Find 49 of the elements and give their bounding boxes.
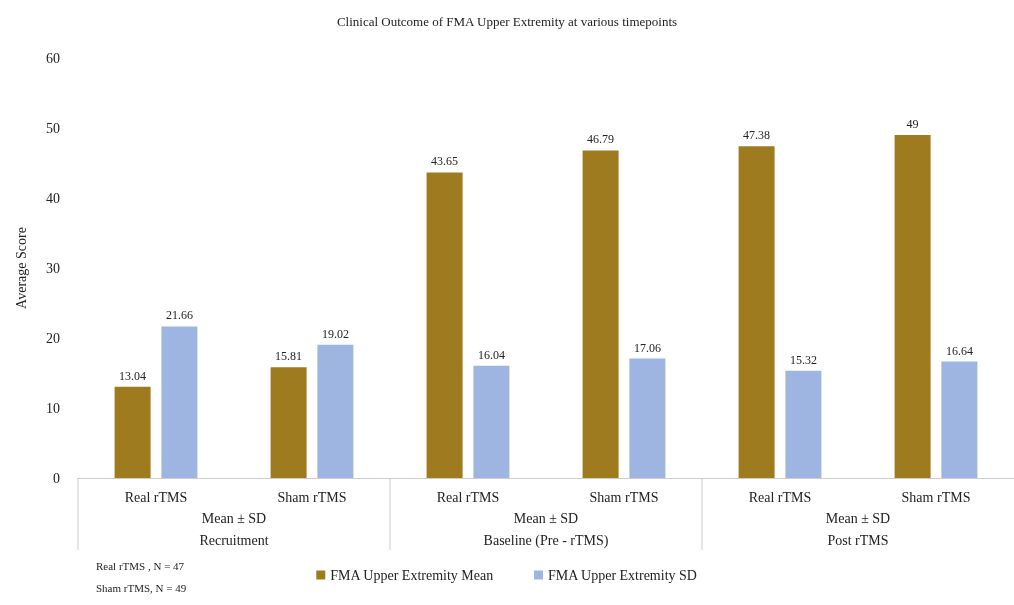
data-label: 16.64 <box>945 343 973 358</box>
y-tick-label: 50 <box>46 120 60 136</box>
data-label: 43.65 <box>431 154 459 169</box>
data-label: 15.81 <box>275 349 303 364</box>
bar <box>941 361 978 478</box>
x-tick-label: Sham rTMS <box>277 489 347 505</box>
legend-label: FMA Upper Extremity Mean <box>330 567 494 583</box>
bar <box>114 386 151 478</box>
data-label: 21.66 <box>165 308 193 323</box>
bar <box>317 344 354 478</box>
data-label: 46.79 <box>587 132 615 147</box>
text: Mean ± SD <box>825 510 891 526</box>
text: Mean ± SD <box>513 510 579 526</box>
text: Post rTMS <box>827 532 889 548</box>
bar <box>738 146 775 478</box>
x-tick-label: Real rTMS <box>436 489 500 505</box>
bar <box>629 358 666 478</box>
y-tick-label: 40 <box>46 190 60 206</box>
bar <box>270 367 307 478</box>
y-axis-title: Average Score <box>13 227 29 309</box>
x-tick-label: Real rTMS <box>124 489 188 505</box>
text: Mean ± SD <box>201 510 267 526</box>
bar <box>161 326 198 478</box>
data-label: 15.32 <box>789 352 817 367</box>
legend-label: FMA Upper Extremity SD <box>547 567 697 583</box>
bar <box>426 172 463 478</box>
text: Recruitment <box>199 532 269 548</box>
y-tick-label: 60 <box>46 50 60 66</box>
text: Sham rTMS, N = 49 <box>96 582 187 594</box>
x-tick-label: Sham rTMS <box>589 489 659 505</box>
x-tick-label: Real rTMS <box>748 489 812 505</box>
y-tick-label: 10 <box>46 400 60 416</box>
bar <box>785 370 822 478</box>
data-label: 47.38 <box>743 128 771 143</box>
y-tick-label: 20 <box>46 330 60 346</box>
data-label: 13.04 <box>119 368 147 383</box>
data-label: 16.04 <box>477 347 505 362</box>
bar <box>582 150 619 478</box>
x-tick-label: Sham rTMS <box>901 489 971 505</box>
data-label: 17.06 <box>633 340 661 355</box>
chart-title: Clinical Outcome of FMA Upper Extremity at various timepoints <box>336 14 678 29</box>
y-tick-label: 0 <box>53 470 60 486</box>
y-tick-label: 30 <box>46 260 60 276</box>
text: Real rTMS , N = 47 <box>96 560 185 572</box>
bar <box>894 135 931 478</box>
data-label: 49 <box>906 117 919 131</box>
text: Baseline (Pre - rTMS) <box>483 532 609 549</box>
data-label: 19.02 <box>321 326 349 341</box>
bar <box>473 365 510 478</box>
